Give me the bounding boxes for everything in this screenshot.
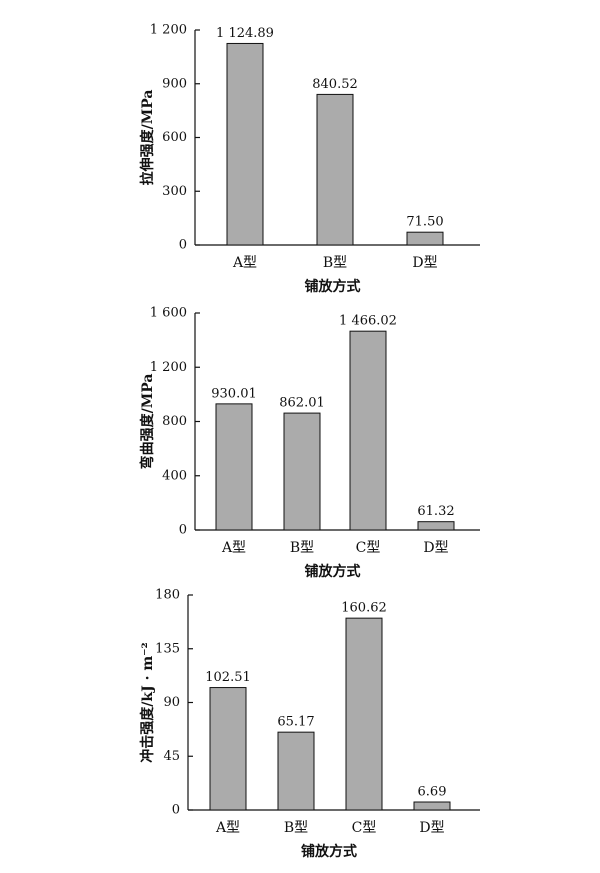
y-tick-label: 45	[163, 749, 180, 764]
value-label: 65.17	[277, 715, 314, 730]
y-tick-label: 900	[162, 76, 187, 91]
x-tick-label: B型	[284, 820, 308, 836]
y-tick-label: 1 200	[150, 23, 187, 38]
x-axis-label: 铺放方式	[301, 843, 357, 860]
y-axis-label: 冲击强度/kJ · m⁻²	[139, 642, 156, 762]
value-label: 930.01	[211, 386, 257, 401]
x-tick-label: C型	[356, 540, 381, 556]
bar	[406, 231, 444, 246]
y-tick-label: 1 600	[150, 306, 187, 321]
x-tick-label: B型	[323, 255, 347, 271]
bar	[277, 731, 315, 811]
y-tick-label: 0	[179, 238, 187, 253]
y-tick-label: 1 200	[150, 360, 187, 375]
y-axis-label: 拉伸强度/MPa	[139, 90, 156, 186]
bar	[417, 521, 455, 531]
x-tick-label: D型	[423, 540, 448, 556]
x-tick-label: D型	[412, 255, 437, 271]
x-axis-label: 铺放方式	[305, 278, 361, 295]
y-tick-label: 800	[162, 414, 187, 429]
bar	[209, 687, 247, 811]
y-tick-label: 600	[162, 130, 187, 145]
value-label: 160.62	[341, 601, 387, 616]
y-tick-label: 0	[179, 523, 187, 538]
bar	[413, 801, 451, 811]
y-tick-label: 300	[162, 184, 187, 199]
value-label: 102.51	[205, 670, 251, 685]
value-label: 840.52	[312, 77, 358, 92]
value-label: 1 124.89	[216, 26, 274, 41]
x-tick-label: B型	[290, 540, 314, 556]
value-label: 862.01	[279, 396, 325, 411]
y-tick-label: 180	[155, 588, 180, 603]
x-tick-label: C型	[352, 820, 377, 836]
x-tick-label: A型	[232, 255, 257, 271]
value-label: 1 466.02	[339, 314, 397, 329]
y-tick-label: 0	[172, 803, 180, 818]
bar	[226, 42, 264, 246]
value-label: 6.69	[418, 785, 447, 800]
y-tick-label: 400	[162, 468, 187, 483]
value-label: 61.32	[417, 504, 454, 519]
x-axis-label: 铺放方式	[305, 563, 361, 580]
bar	[349, 330, 387, 531]
y-axis-label: 弯曲强度/MPa	[139, 374, 156, 470]
x-tick-label: D型	[419, 820, 444, 836]
bar	[283, 412, 321, 531]
bar	[345, 617, 383, 811]
bar	[215, 403, 253, 531]
x-tick-label: A型	[221, 540, 246, 556]
y-tick-label: 135	[155, 641, 180, 656]
bar	[316, 93, 354, 246]
y-tick-label: 90	[163, 695, 180, 710]
value-label: 71.50	[406, 215, 443, 230]
x-tick-label: A型	[215, 820, 240, 836]
